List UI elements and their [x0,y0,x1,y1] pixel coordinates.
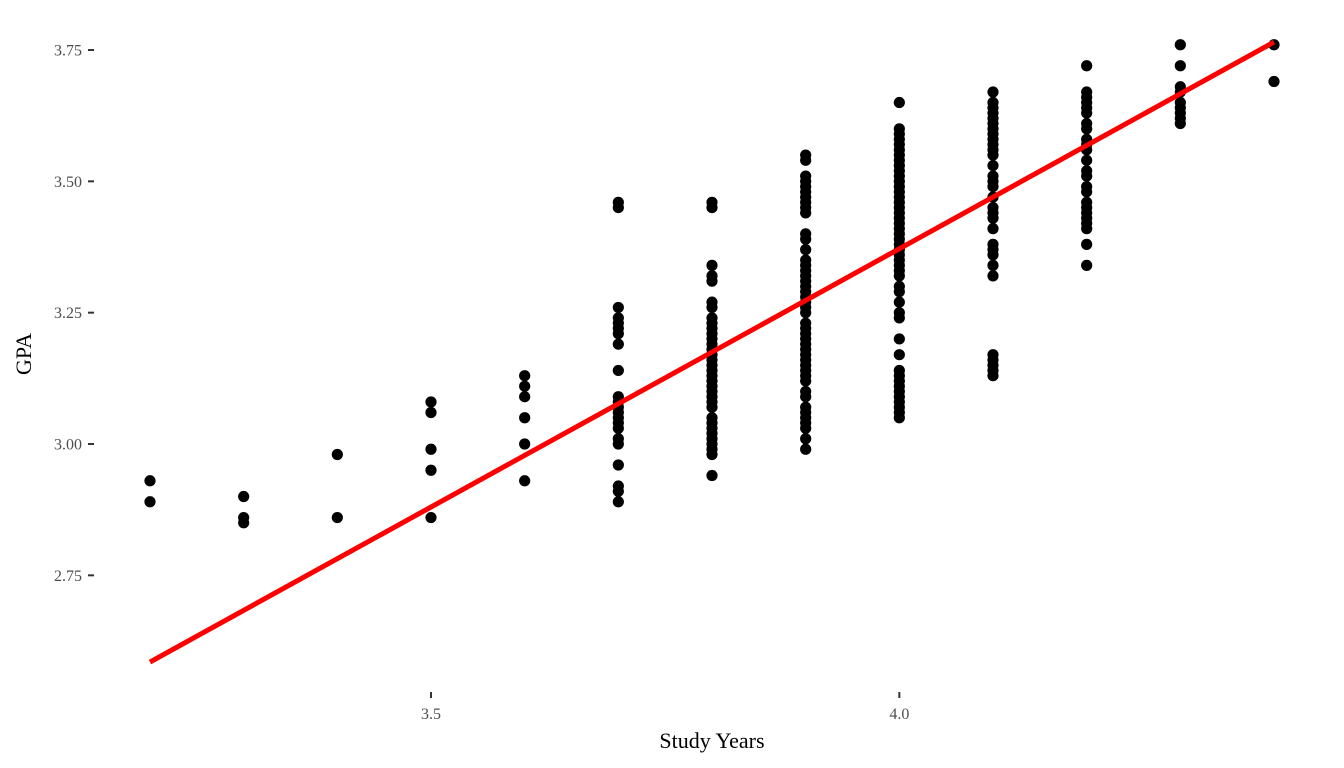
data-point [612,480,624,492]
y-tick-label: 3.50 [54,174,82,191]
data-point [519,438,531,450]
data-point [706,296,718,308]
data-point [519,475,531,487]
data-point [800,228,812,240]
data-point [987,238,999,250]
data-point [706,412,718,424]
data-point [1174,39,1186,51]
data-point [706,259,718,271]
data-point [1174,60,1186,72]
data-point [893,296,905,308]
y-axis: 2.75 3.00 3.25 3.50 3.75 [54,43,94,585]
x-axis-title: Study Years [659,728,764,753]
data-point [612,338,624,350]
y-tick-label: 3.00 [54,437,82,454]
data-point [519,380,531,392]
data-point [238,511,250,524]
y-axis-title: GPA [11,333,36,375]
data-point [519,370,531,382]
data-point [144,475,156,487]
data-point [800,433,812,445]
data-point [987,170,999,182]
data-point [987,270,999,282]
data-point [893,96,905,109]
data-point [800,149,812,161]
data-point [893,333,905,345]
data-point [519,412,531,424]
data-point [1081,60,1093,72]
data-point [987,259,999,271]
data-point [893,349,905,361]
data-points [144,39,1280,529]
data-point [1081,180,1093,193]
data-point [800,254,812,266]
data-point [987,349,999,361]
x-axis: 3.5 4.0 [421,692,909,723]
data-point [893,123,905,135]
data-point [987,159,999,172]
data-point [425,511,437,524]
data-point [238,490,250,503]
data-point [612,312,624,324]
data-point [987,86,999,98]
data-point [1174,96,1186,109]
data-point [612,364,624,377]
data-point [612,459,624,471]
data-point [706,312,718,324]
regression-line [148,39,1276,665]
data-point [800,317,812,329]
data-point [1268,75,1280,88]
data-point [612,301,624,314]
data-point [706,196,718,208]
data-point [331,448,343,461]
data-point [612,496,624,508]
data-point [612,196,624,208]
fit-line-layer [148,39,1276,665]
data-point [1081,238,1093,250]
data-point [987,223,999,235]
data-point [800,385,812,398]
data-point [1081,86,1093,98]
data-point [706,469,718,482]
data-point [1081,165,1093,177]
y-tick-label: 3.75 [54,43,82,60]
data-point [425,464,437,476]
data-point [893,307,905,319]
data-point [331,511,343,524]
data-point [1081,259,1093,271]
data-point [800,443,812,455]
data-point [987,96,999,109]
data-point [987,202,999,214]
data-point [1081,154,1093,166]
data-point [893,280,905,292]
y-tick-label: 3.25 [54,305,82,322]
data-point [800,170,812,182]
data-point [612,433,624,445]
data-point [425,396,437,408]
data-point [144,496,156,508]
data-point [425,406,437,419]
data-point [1081,117,1093,130]
x-tick-label: 3.5 [421,706,441,723]
data-point [800,401,812,413]
data-point [519,391,531,403]
data-point [1081,196,1093,208]
data-point [800,244,812,256]
y-tick-label: 2.75 [54,568,82,585]
data-point [706,270,718,282]
x-tick-label: 4.0 [889,706,909,723]
data-point [425,443,437,455]
data-point [893,364,905,377]
